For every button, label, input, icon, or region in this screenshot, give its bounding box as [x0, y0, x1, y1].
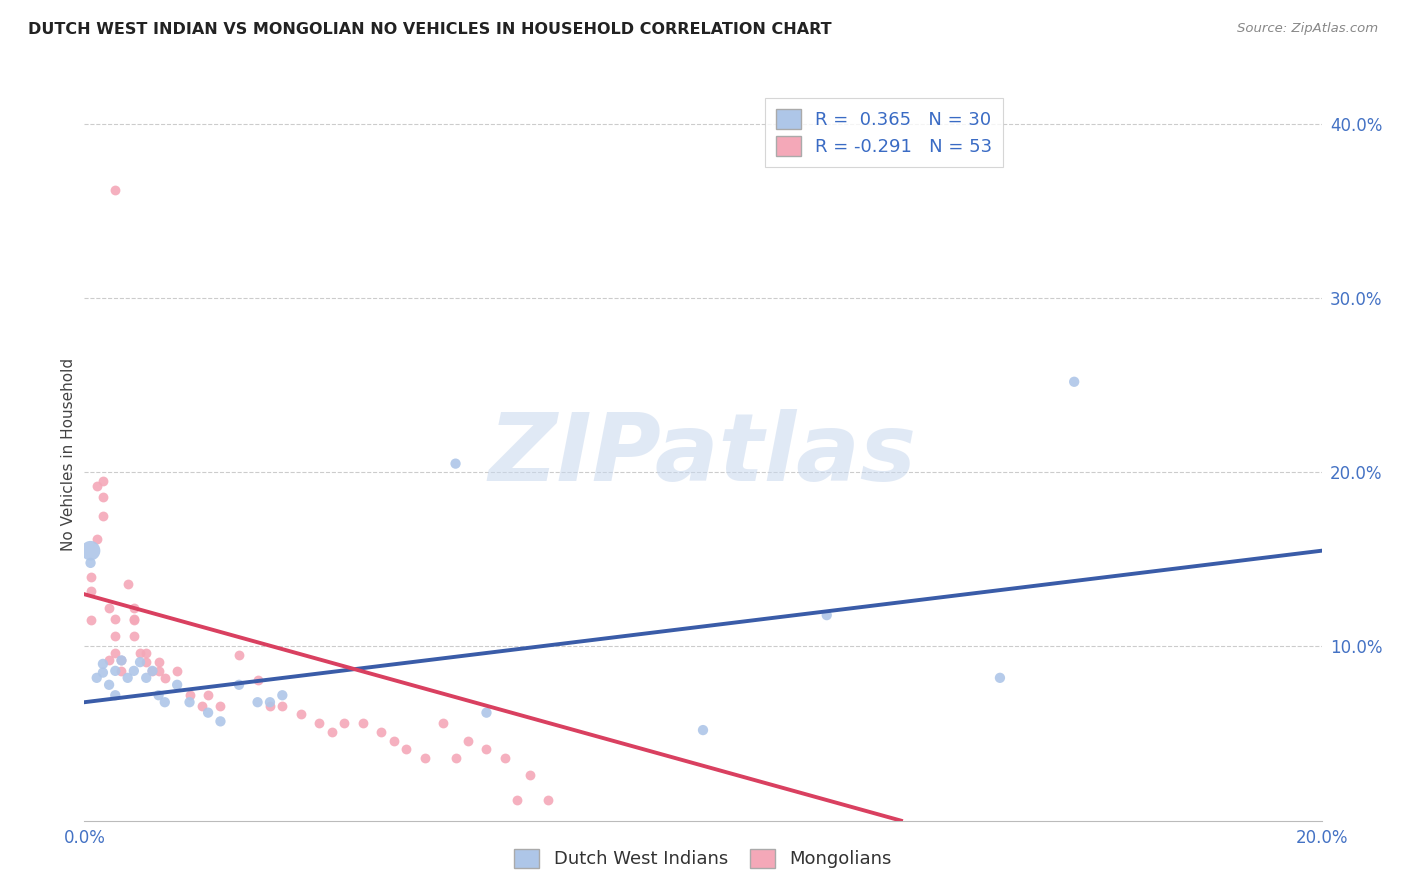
- Point: [209, 714, 232, 729]
- Point: [104, 664, 127, 678]
- Point: [122, 664, 145, 678]
- Point: [122, 629, 145, 643]
- Point: [153, 695, 176, 709]
- Point: [98, 601, 121, 615]
- Point: [246, 673, 269, 687]
- Point: [1063, 375, 1085, 389]
- Point: [271, 688, 294, 702]
- Point: [141, 664, 163, 678]
- Point: [104, 647, 127, 661]
- Point: [692, 723, 714, 737]
- Point: [988, 671, 1011, 685]
- Point: [122, 613, 145, 627]
- Point: [333, 716, 356, 731]
- Point: [197, 706, 219, 720]
- Point: [79, 613, 101, 627]
- Point: [537, 793, 560, 807]
- Point: [104, 688, 127, 702]
- Point: [98, 678, 121, 692]
- Point: [246, 695, 269, 709]
- Point: [98, 653, 121, 667]
- Point: [110, 664, 132, 678]
- Point: [79, 570, 101, 584]
- Point: [321, 724, 343, 739]
- Point: [352, 716, 374, 731]
- Point: [117, 576, 139, 591]
- Point: [79, 543, 101, 558]
- Point: [308, 716, 330, 731]
- Point: [148, 664, 170, 678]
- Point: [228, 678, 250, 692]
- Point: [209, 698, 232, 713]
- Point: [395, 742, 418, 756]
- Point: [259, 698, 281, 713]
- Point: [290, 707, 312, 722]
- Point: [179, 688, 201, 702]
- Point: [91, 508, 114, 523]
- Text: Source: ZipAtlas.com: Source: ZipAtlas.com: [1237, 22, 1378, 36]
- Y-axis label: No Vehicles in Household: No Vehicles in Household: [60, 359, 76, 551]
- Text: DUTCH WEST INDIAN VS MONGOLIAN NO VEHICLES IN HOUSEHOLD CORRELATION CHART: DUTCH WEST INDIAN VS MONGOLIAN NO VEHICL…: [28, 22, 832, 37]
- Point: [148, 688, 170, 702]
- Point: [129, 647, 152, 661]
- Point: [110, 653, 132, 667]
- Point: [86, 479, 108, 493]
- Point: [179, 695, 201, 709]
- Point: [382, 733, 405, 747]
- Point: [475, 742, 498, 756]
- Point: [141, 664, 163, 678]
- Point: [104, 629, 127, 643]
- Point: [91, 665, 114, 680]
- Point: [271, 698, 294, 713]
- Point: [444, 751, 467, 765]
- Point: [166, 664, 188, 678]
- Point: [153, 671, 176, 685]
- Point: [370, 724, 392, 739]
- Point: [91, 657, 114, 671]
- Point: [166, 678, 188, 692]
- Point: [79, 556, 101, 570]
- Point: [104, 183, 127, 197]
- Point: [117, 671, 139, 685]
- Point: [259, 695, 281, 709]
- Point: [815, 608, 838, 623]
- Point: [91, 474, 114, 488]
- Point: [135, 647, 157, 661]
- Point: [104, 612, 127, 626]
- Point: [519, 768, 541, 782]
- Point: [122, 612, 145, 626]
- Point: [197, 688, 219, 702]
- Point: [79, 583, 101, 598]
- Point: [86, 671, 108, 685]
- Point: [228, 648, 250, 663]
- Point: [129, 655, 152, 669]
- Point: [91, 490, 114, 504]
- Point: [494, 751, 516, 765]
- Point: [413, 751, 436, 765]
- Point: [135, 655, 157, 669]
- Point: [86, 532, 108, 546]
- Point: [191, 698, 214, 713]
- Point: [135, 671, 157, 685]
- Point: [122, 601, 145, 615]
- Point: [148, 655, 170, 669]
- Point: [432, 716, 454, 731]
- Point: [110, 653, 132, 667]
- Point: [444, 457, 467, 471]
- Point: [506, 793, 529, 807]
- Legend: Dutch West Indians, Mongolians: Dutch West Indians, Mongolians: [505, 839, 901, 878]
- Text: ZIPatlas: ZIPatlas: [489, 409, 917, 501]
- Point: [457, 733, 479, 747]
- Point: [475, 706, 498, 720]
